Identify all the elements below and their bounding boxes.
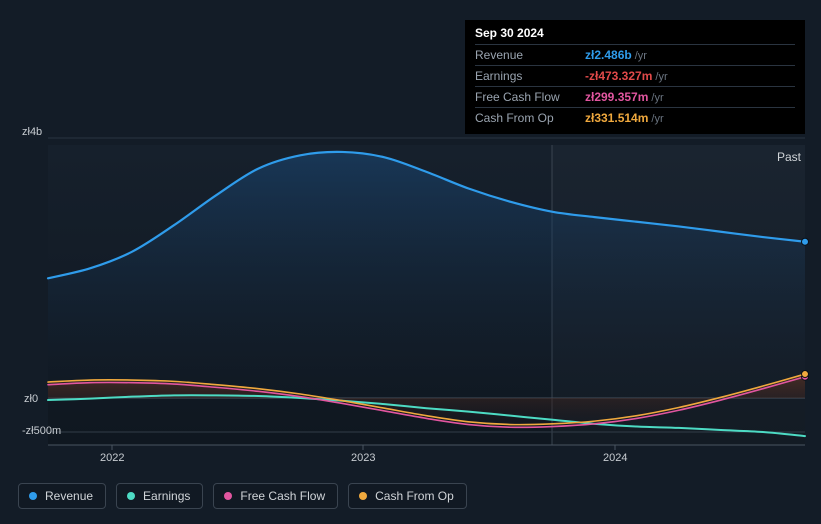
- x-tick-2024: 2024: [603, 452, 627, 464]
- legend-dot-icon: [359, 492, 367, 500]
- x-tick-2023: 2023: [351, 452, 375, 464]
- tooltip-metric-label: Free Cash Flow: [475, 90, 585, 104]
- tooltip-metric-value: zł299.357m: [585, 90, 648, 104]
- tooltip-unit: /yr: [651, 113, 663, 125]
- tooltip-metric-value: -zł473.327m: [585, 69, 652, 83]
- tooltip-metric-label: Revenue: [475, 48, 585, 62]
- legend-item-cash-from-op[interactable]: Cash From Op: [348, 483, 467, 509]
- tooltip-metric-label: Earnings: [475, 69, 585, 83]
- legend-item-revenue[interactable]: Revenue: [18, 483, 106, 509]
- legend-label: Cash From Op: [375, 489, 454, 503]
- tooltip-row: Earnings-zł473.327m/yr: [475, 65, 795, 86]
- tooltip-unit: /yr: [651, 92, 663, 104]
- tooltip-row: Revenuezł2.486b/yr: [475, 44, 795, 65]
- tooltip-unit: /yr: [635, 50, 647, 62]
- tooltip-row: Free Cash Flowzł299.357m/yr: [475, 86, 795, 107]
- legend-label: Free Cash Flow: [240, 489, 325, 503]
- y-tick-4b: zł4b: [22, 126, 42, 138]
- y-tick-neg500m: -zł500m: [22, 425, 61, 437]
- legend-label: Revenue: [45, 489, 93, 503]
- legend-dot-icon: [224, 492, 232, 500]
- chart-tooltip: Sep 30 2024 Revenuezł2.486b/yrEarnings-z…: [465, 20, 805, 134]
- legend-dot-icon: [29, 492, 37, 500]
- chart-legend: Revenue Earnings Free Cash Flow Cash Fro…: [18, 483, 467, 509]
- tooltip-metric-value: zł331.514m: [585, 111, 648, 125]
- tooltip-metric-label: Cash From Op: [475, 111, 585, 125]
- tooltip-unit: /yr: [655, 71, 667, 83]
- legend-item-earnings[interactable]: Earnings: [116, 483, 203, 509]
- legend-item-free-cash-flow[interactable]: Free Cash Flow: [213, 483, 338, 509]
- past-label: Past: [777, 150, 801, 164]
- tooltip-metric-value: zł2.486b: [585, 48, 632, 62]
- tooltip-row: Cash From Opzł331.514m/yr: [475, 107, 795, 128]
- tooltip-date: Sep 30 2024: [475, 26, 795, 44]
- x-tick-2022: 2022: [100, 452, 124, 464]
- legend-dot-icon: [127, 492, 135, 500]
- y-tick-0: zł0: [24, 393, 38, 405]
- legend-label: Earnings: [143, 489, 190, 503]
